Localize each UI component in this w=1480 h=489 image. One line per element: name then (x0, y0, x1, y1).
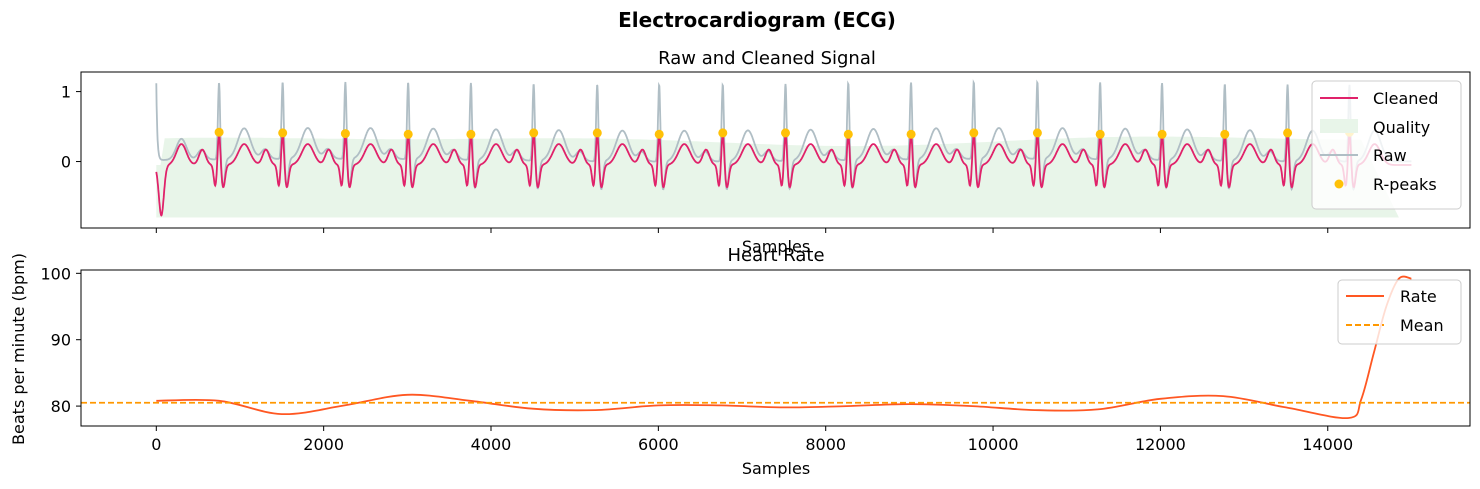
legend-mean-label: Mean (1400, 316, 1444, 335)
x-tick-label: 4000 (471, 435, 512, 454)
signal-legend-box (1311, 80, 1462, 210)
x-tick-label: 10000 (968, 435, 1019, 454)
r-peak-marker (781, 128, 790, 138)
r-peak-marker (403, 129, 413, 139)
legend-rpeaks-swatch (1334, 179, 1344, 189)
legend-quality-swatch (1320, 119, 1358, 133)
x-tick-label: 2000 (303, 435, 344, 454)
legend-rate-label: Rate (1400, 287, 1437, 306)
figure-title: Electrocardiogram (ECG) (618, 8, 896, 32)
y-tick-label: 1 (61, 83, 71, 102)
legend-rpeaks-label: R-peaks (1373, 175, 1437, 194)
y-tick-label: 80 (51, 397, 71, 416)
r-peak-marker (654, 129, 664, 139)
r-peak-marker (592, 128, 602, 138)
signal-legend: Cleaned Quality Raw R-peaks (1311, 80, 1462, 210)
heart-rate-panel-frame (80, 269, 1471, 427)
y-tick-label: 100 (40, 264, 71, 283)
legend-raw-label: Raw (1373, 146, 1407, 165)
r-peak-marker (1095, 129, 1105, 139)
r-peak-marker (906, 129, 916, 139)
signal-panel-title: Raw and Cleaned Signal (658, 48, 876, 69)
x-tick-label: 14000 (1302, 435, 1353, 454)
legend-quality-label: Quality (1373, 118, 1430, 137)
heart-rate-panel-xlabel: Samples (742, 459, 810, 478)
r-peak-marker (1032, 128, 1042, 138)
x-tick-label: 8000 (805, 435, 846, 454)
heart-rate-panel-ylabel: Beats per minute (bpm) (9, 253, 28, 445)
r-peak-marker (214, 127, 224, 137)
heart-rate-panel: Heart Rate 80 90 100 0 2000 4000 6000 8000 1000… (9, 245, 1471, 478)
r-peak-marker (278, 128, 288, 138)
signal-panel-xlabel: Samples (742, 237, 810, 256)
y-tick-label: 90 (51, 331, 71, 350)
y-tick-label: 0 (61, 153, 71, 172)
r-peak-marker (843, 129, 853, 139)
r-peak-marker (718, 128, 728, 138)
heart-rate-legend: Rate Mean (1337, 279, 1462, 345)
r-peak-marker (1283, 128, 1293, 138)
signal-panel: Raw and Cleaned Signal 0 1 Samples Cleane… (61, 48, 1471, 256)
signal-panel-frame (80, 71, 1471, 229)
heart-rate-line (156, 275, 1412, 420)
r-peak-marker (1220, 129, 1230, 139)
r-peak-marker (969, 128, 979, 138)
x-tick-label: 0 (151, 435, 161, 454)
legend-cleaned-label: Cleaned (1373, 89, 1438, 108)
x-tick-label: 12000 (1135, 435, 1186, 454)
r-peak-marker (340, 129, 350, 139)
r-peak-marker (1157, 129, 1167, 139)
x-tick-label: 6000 (638, 435, 679, 454)
r-peak-marker (529, 128, 539, 138)
heart-rate-panel-title: Heart Rate (727, 245, 824, 266)
cleaned-signal-line (155, 131, 1412, 217)
r-peak-marker (466, 129, 476, 139)
